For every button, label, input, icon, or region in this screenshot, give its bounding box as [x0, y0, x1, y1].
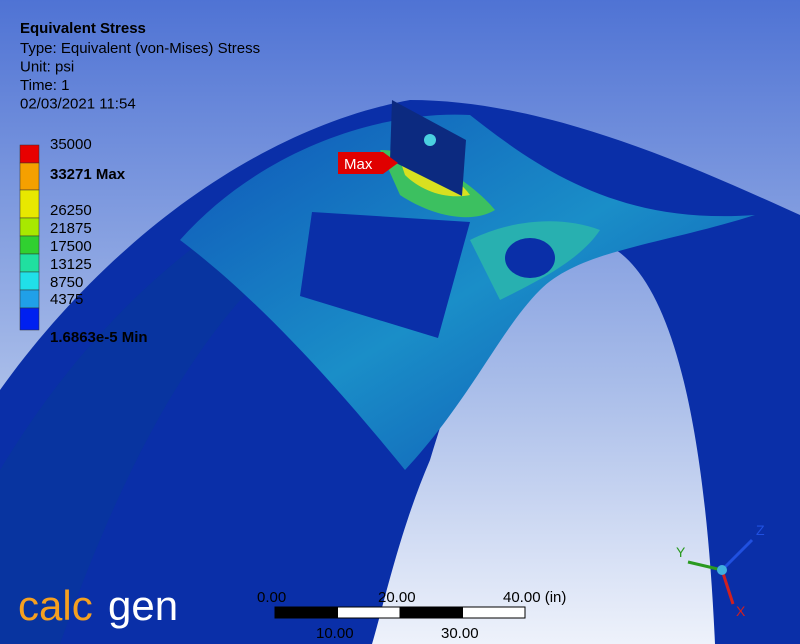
opening-small	[505, 238, 555, 278]
info-line: 02/03/2021 11:54	[20, 96, 136, 113]
legend-swatch	[19, 307, 40, 331]
result-info: Type: Equivalent (von-Mises) Stress Unit:…	[20, 40, 260, 113]
legend-swatch	[19, 289, 40, 309]
max-probe: Max	[338, 152, 398, 174]
legend-swatch	[19, 253, 40, 273]
legend-label: 33271 Max	[50, 166, 126, 183]
legend-label: 35000	[50, 136, 92, 153]
plate-hole	[424, 134, 436, 146]
scale-label: 10.00	[316, 625, 354, 642]
scale-label: 40.00 (in)	[503, 589, 566, 606]
legend-label: 13125	[50, 256, 92, 273]
z-axis	[720, 538, 754, 572]
legend-swatch	[19, 235, 40, 255]
z-label: Z	[756, 522, 765, 538]
legend-label: 17500	[50, 238, 92, 255]
legend-swatch	[19, 271, 40, 291]
logo-calc: calc	[18, 582, 93, 629]
legend-label: 21875	[50, 220, 92, 237]
legend-swatch	[19, 144, 40, 164]
logo-gen: gen	[108, 582, 178, 629]
scale-segment	[274, 606, 338, 619]
legend-label: 8750	[50, 274, 83, 291]
scale-label: 0.00	[257, 589, 286, 606]
max-label: Max	[344, 156, 373, 173]
scale-segment	[462, 606, 526, 619]
max-tag	[338, 152, 398, 174]
scale-segment	[337, 606, 401, 619]
legend-label: 26250	[50, 202, 92, 219]
legend: 35000 33271 Max 26250218751750013125875043…	[19, 136, 148, 346]
x-label: X	[736, 603, 746, 619]
legend-label: 1.6863e-5 Min	[50, 329, 148, 346]
triad: Y Z X	[676, 522, 765, 619]
x-axis	[720, 569, 735, 605]
legend-swatch	[19, 162, 40, 191]
scale-label: 30.00	[441, 625, 479, 642]
stress-region	[180, 114, 755, 470]
triad-origin	[717, 565, 727, 575]
scale-bar: 0.00 20.00 40.00 (in) 10.00 30.00	[257, 589, 566, 642]
info-line: Type: Equivalent (von-Mises) Stress	[20, 40, 260, 57]
legend-label: 4375	[50, 291, 83, 308]
y-label: Y	[676, 544, 686, 560]
scale-label: 20.00	[378, 589, 416, 606]
legend-swatch	[19, 217, 40, 237]
legend-swatch	[19, 189, 40, 219]
opening	[300, 212, 470, 338]
ring-band-left	[0, 180, 360, 644]
plate	[390, 100, 466, 196]
scale-segment	[399, 606, 463, 619]
y-axis	[687, 560, 723, 572]
info-line: Time: 1	[20, 77, 69, 94]
result-title: Equivalent Stress	[20, 20, 146, 37]
info-line: Unit: psi	[20, 59, 74, 76]
